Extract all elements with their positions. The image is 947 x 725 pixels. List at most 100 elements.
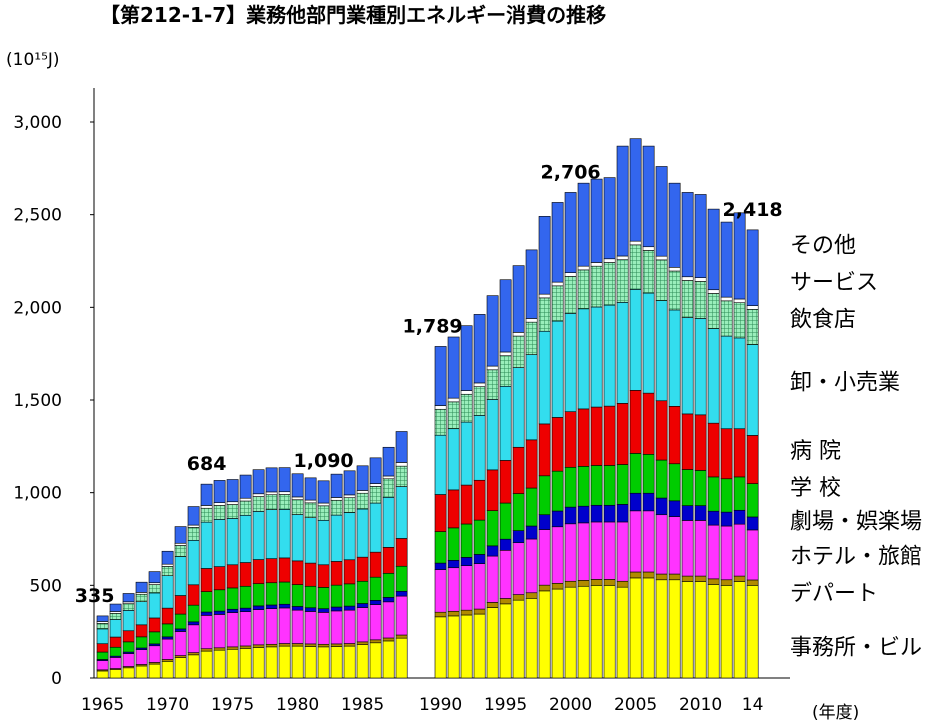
bar-segment [252, 469, 265, 495]
bar-segment [525, 487, 538, 527]
bar-stack-1988 [395, 431, 408, 679]
bar-segment [681, 280, 694, 318]
bar-stack-1972 [187, 506, 200, 679]
bar-segment [538, 216, 551, 295]
bar-segment [356, 580, 369, 604]
bar-segment [278, 643, 291, 647]
bar-segment [668, 463, 681, 502]
bar-segment [265, 608, 278, 645]
bar-segment [96, 651, 109, 660]
bar-segment [434, 562, 447, 570]
bar-segment [226, 564, 239, 589]
bar-segment [278, 467, 291, 493]
bar-segment [655, 255, 668, 261]
bar-segment [590, 262, 603, 267]
bar-stack-2005 [629, 138, 642, 679]
bar-segment [330, 643, 343, 647]
bar-segment [564, 411, 577, 468]
bar-segment [369, 576, 382, 601]
bar-segment [551, 588, 564, 679]
bar-stack-2002 [590, 178, 603, 679]
bar-segment [395, 462, 408, 467]
bar-segment [629, 492, 642, 512]
bar-segment [668, 267, 681, 272]
bar-segment [239, 514, 252, 563]
bar-segment [681, 581, 694, 679]
bar-segment [720, 585, 733, 679]
x-tick-label: 1980 [276, 695, 319, 715]
bar-segment [655, 579, 668, 679]
bar-segment [486, 399, 499, 471]
bar-segment [447, 610, 460, 617]
bar-segment [213, 589, 226, 612]
bar-segment [590, 579, 603, 586]
bar-stack-1978 [265, 467, 278, 679]
bar-segment [265, 491, 278, 496]
bar-segment [681, 505, 694, 521]
bar-stack-1974 [213, 480, 226, 679]
bar-segment [252, 609, 265, 646]
bar-segment [187, 624, 200, 653]
bar-segment [694, 281, 707, 319]
bar-segment [187, 652, 200, 656]
bar-segment [720, 525, 733, 581]
value-label-1982: 1,090 [294, 450, 354, 472]
bar-segment [291, 560, 304, 585]
bar-segment [330, 606, 343, 612]
bar-segment [343, 494, 356, 498]
bar-segment [148, 631, 161, 645]
bar-segment [382, 496, 395, 548]
bar-segment [512, 599, 525, 679]
bar-segment [720, 296, 733, 302]
bar-segment [96, 660, 109, 671]
bar-segment [564, 506, 577, 525]
bar-segment [564, 313, 577, 412]
bar-segment [473, 563, 486, 610]
bar-segment [252, 511, 265, 560]
bar-stack-1982 [317, 480, 330, 679]
legend-label: 学 校 [790, 476, 841, 501]
bar-segment [499, 538, 512, 551]
bar-segment [512, 367, 525, 448]
bar-segment [746, 529, 759, 581]
bar-segment [655, 300, 668, 402]
bar-segment [668, 573, 681, 581]
bar-segment [577, 580, 590, 587]
bar-segment [109, 636, 122, 648]
bar-segment [577, 522, 590, 581]
bar-segment [239, 607, 252, 612]
bar-segment [525, 538, 538, 594]
bar-segment [395, 634, 408, 639]
bar-segment [486, 607, 499, 679]
x-tick-label: 2010 [679, 695, 722, 715]
bar-segment [226, 612, 239, 648]
bar-segment [538, 330, 551, 425]
bar-segment [239, 497, 252, 502]
bar-segment [369, 642, 382, 679]
bar-segment [551, 582, 564, 590]
bar-segment [538, 293, 551, 299]
bar-segment [213, 614, 226, 649]
bar-segment [590, 585, 603, 679]
bar-segment [291, 499, 304, 515]
bar-segment [278, 581, 291, 605]
bar-segment [642, 571, 655, 579]
bar-segment [382, 572, 395, 598]
bar-segment [356, 641, 369, 645]
bar-segment [525, 598, 538, 679]
bar-segment [733, 581, 746, 679]
bar-segment [590, 265, 603, 308]
x-tick-label: 2000 [549, 695, 592, 715]
legend-label: 卸・小売業 [790, 370, 900, 395]
bar-stack-1971 [174, 526, 187, 679]
bar-segment [265, 643, 278, 648]
bar-segment [252, 605, 265, 610]
bar-segment [96, 643, 109, 653]
bar-segment [447, 560, 460, 569]
bar-segment [590, 178, 603, 263]
bar-segment [161, 636, 174, 640]
bar-stack-1991 [447, 336, 460, 679]
bar-segment [291, 645, 304, 679]
x-tick-label: 1970 [146, 695, 189, 715]
